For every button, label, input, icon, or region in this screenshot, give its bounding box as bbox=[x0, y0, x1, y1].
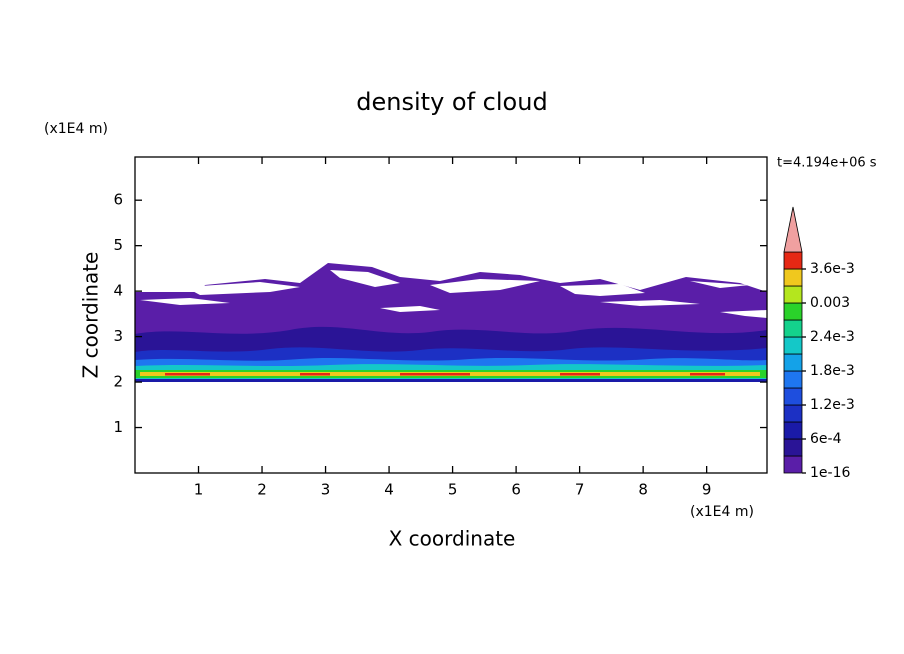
y-tick-label: 2 bbox=[113, 373, 123, 391]
x-tick-label: 7 bbox=[575, 481, 585, 499]
x-tick-label: 6 bbox=[511, 481, 521, 499]
colorbar-box bbox=[783, 268, 803, 287]
x-tick-label: 5 bbox=[448, 481, 458, 499]
x-tick-label: 1 bbox=[194, 481, 204, 499]
colorbar-box bbox=[783, 421, 803, 440]
colorbar-tick-label: 2.4e-3 bbox=[810, 329, 855, 345]
colorbar-box bbox=[783, 438, 803, 457]
colorbar-box bbox=[783, 251, 803, 270]
y-unit: (x1E4 m) bbox=[44, 121, 108, 137]
colorbar-box bbox=[783, 285, 803, 304]
colorbar-box bbox=[783, 302, 803, 321]
colorbar-tick-label: 1.2e-3 bbox=[810, 397, 855, 413]
colorbar-box bbox=[783, 370, 803, 389]
colorbar-tick-label: 1e-16 bbox=[810, 465, 850, 481]
x-tick-label: 9 bbox=[702, 481, 712, 499]
colorbar-box bbox=[783, 387, 803, 406]
colorbar-tick-label: 1.8e-3 bbox=[810, 363, 855, 379]
colorbar-box bbox=[783, 404, 803, 423]
colorbar-tick-label: 3.6e-3 bbox=[810, 261, 855, 277]
y-tick-label: 4 bbox=[113, 282, 123, 300]
x-unit: (x1E4 m) bbox=[690, 504, 754, 520]
plot-frame bbox=[134, 156, 768, 474]
colorbar-tick-label: 0.003 bbox=[810, 295, 850, 311]
contour-field bbox=[135, 263, 767, 382]
y-tick-label: 6 bbox=[113, 191, 123, 209]
x-tick-label: 3 bbox=[321, 481, 331, 499]
colorbar-box bbox=[783, 455, 803, 474]
x-tick-label: 4 bbox=[384, 481, 394, 499]
colorbar-box bbox=[783, 319, 803, 338]
x-tick-label: 8 bbox=[638, 481, 648, 499]
chart-title: density of cloud bbox=[356, 88, 547, 116]
colorbar-extend bbox=[783, 206, 803, 253]
colorbar-box bbox=[783, 336, 803, 355]
y-tick-label: 1 bbox=[113, 418, 123, 436]
x-axis-label: X coordinate bbox=[389, 527, 516, 551]
colorbar-box bbox=[783, 353, 803, 372]
colorbar-tick-label: 6e-4 bbox=[810, 431, 842, 447]
y-tick-label: 5 bbox=[113, 236, 123, 254]
y-tick-label: 3 bbox=[113, 327, 123, 345]
time-label: t=4.194e+06 s bbox=[777, 156, 877, 171]
x-tick-label: 2 bbox=[257, 481, 267, 499]
y-axis-label: Z coordinate bbox=[79, 252, 103, 379]
